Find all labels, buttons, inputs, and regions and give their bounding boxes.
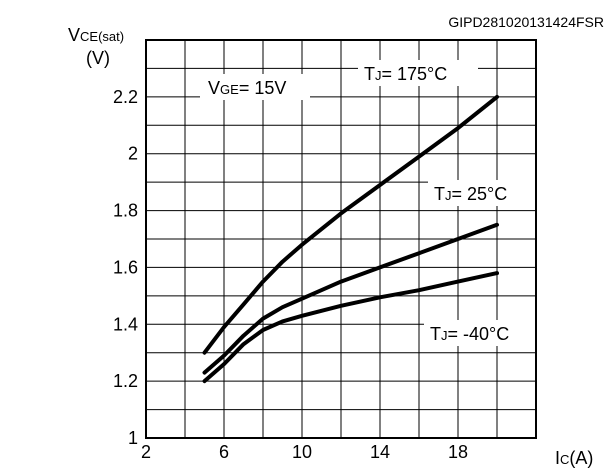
series-label-minus40c: TJ= -40°C [430, 324, 509, 344]
y-tick-label: 1 [128, 428, 138, 448]
y-tick-label: 1.4 [113, 314, 138, 334]
series-line-0 [202, 94, 499, 355]
series-line-2 [202, 271, 499, 384]
y-tick-label: 2.2 [113, 87, 138, 107]
series-label-25c: TJ= 25°C [434, 184, 507, 204]
y-tick-label: 1.6 [113, 257, 138, 277]
y-tick-label: 1.2 [113, 371, 138, 391]
y-axis-title: VCE(sat) [68, 25, 124, 45]
x-tick-label: 18 [448, 442, 468, 462]
plot-frame [145, 39, 537, 439]
series-label-175c: TJ= 175°C [364, 64, 447, 84]
figure-code: GIPD281020131424FSR [448, 14, 604, 30]
tick-labels: 2 6 10 14 18 1 1.2 1.4 1.6 1.8 2 2.2 [113, 87, 468, 462]
x-axis-title: IC(A) [555, 448, 593, 468]
y-tick-label: 1.8 [113, 201, 138, 221]
curves [202, 94, 499, 384]
x-tick-label: 2 [141, 442, 151, 462]
x-tick-label: 14 [370, 442, 390, 462]
y-tick-label: 2 [128, 144, 138, 164]
x-tick-label: 10 [292, 442, 312, 462]
series-line-1 [202, 222, 499, 375]
condition-label: VGE= 15V [208, 78, 286, 98]
x-tick-label: 6 [219, 442, 229, 462]
y-axis-unit: (V) [86, 48, 110, 68]
